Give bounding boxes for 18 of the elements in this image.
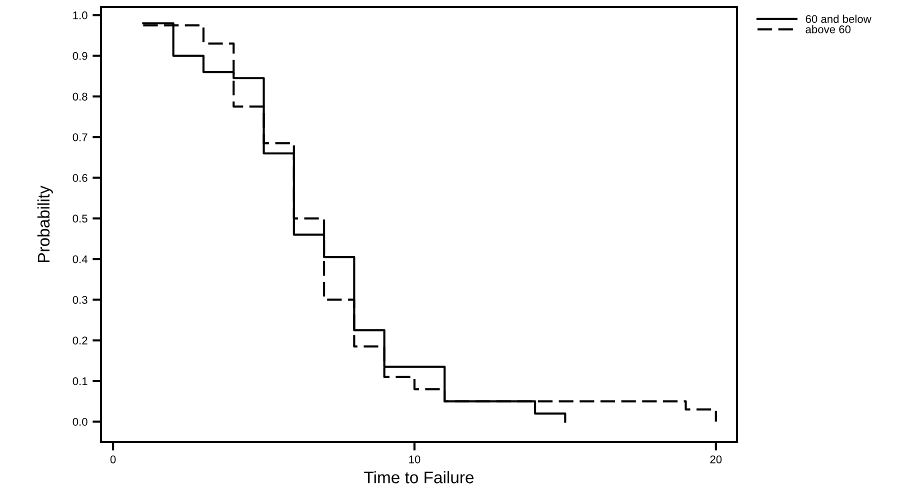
y-tick-label: 0.9 (72, 52, 88, 60)
y-tick-label: 0.0 (72, 418, 88, 426)
x-tick-label: 20 (710, 455, 722, 464)
y-tick-label: 0.2 (72, 336, 88, 344)
y-tick-label: 0.8 (72, 92, 88, 101)
y-tick-label: 0.1 (72, 377, 88, 386)
y-tick-label: 0.3 (72, 296, 88, 304)
y-tick-label: 0.4 (72, 255, 88, 264)
x-tick-label: 0 (110, 455, 116, 464)
legend-label: 60 and below (806, 14, 872, 23)
x-axis-title: Time to Failure (364, 471, 474, 484)
legend-label: above 60 (806, 25, 851, 34)
x-tick-label: 10 (409, 455, 420, 464)
y-tick-label: 0.7 (72, 133, 88, 142)
y-tick-label: 0.6 (72, 174, 88, 182)
y-axis-title: Probability (37, 186, 53, 262)
y-tick-label: 0.5 (72, 214, 88, 223)
y-tick-label: 1.0 (73, 11, 88, 20)
